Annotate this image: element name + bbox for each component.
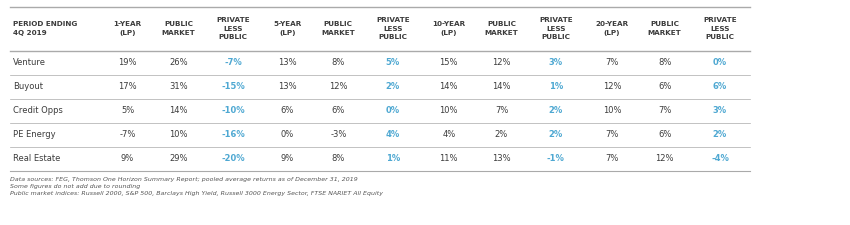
Text: Venture: Venture (13, 58, 46, 67)
Text: 0%: 0% (386, 106, 400, 115)
Text: 8%: 8% (332, 155, 345, 164)
Text: 8%: 8% (332, 58, 345, 67)
Text: 7%: 7% (605, 58, 619, 67)
Text: (LP): (LP) (604, 30, 620, 36)
Text: 2%: 2% (495, 130, 508, 140)
Text: 4Q 2019: 4Q 2019 (13, 30, 47, 36)
Text: Data sources: FEG, Thomson One Horizon Summary Report; pooled average returns as: Data sources: FEG, Thomson One Horizon S… (10, 177, 383, 196)
Text: 13%: 13% (492, 155, 511, 164)
Text: 8%: 8% (658, 58, 672, 67)
Text: 19%: 19% (118, 58, 137, 67)
Text: PUBLIC: PUBLIC (378, 34, 407, 40)
Text: 3%: 3% (549, 58, 563, 67)
Text: -16%: -16% (221, 130, 245, 140)
Text: LESS: LESS (383, 26, 402, 32)
Text: 0%: 0% (713, 58, 727, 67)
Text: 12%: 12% (655, 155, 674, 164)
Text: PUBLIC: PUBLIC (706, 34, 734, 40)
Text: LESS: LESS (224, 26, 242, 32)
Text: 9%: 9% (121, 155, 134, 164)
Text: 10-YEAR: 10-YEAR (433, 21, 465, 27)
Text: PE Energy: PE Energy (13, 130, 55, 140)
Text: 12%: 12% (603, 82, 621, 91)
Text: 2%: 2% (549, 106, 563, 115)
Text: 6%: 6% (713, 82, 727, 91)
Text: 6%: 6% (658, 82, 672, 91)
Text: 11%: 11% (439, 155, 458, 164)
Text: 0%: 0% (280, 130, 294, 140)
Text: -1%: -1% (547, 155, 565, 164)
Text: 7%: 7% (605, 155, 619, 164)
Text: -10%: -10% (221, 106, 245, 115)
Text: MARKET: MARKET (162, 30, 196, 36)
Text: 1-YEAR: 1-YEAR (113, 21, 142, 27)
Text: -20%: -20% (221, 155, 245, 164)
Text: -3%: -3% (330, 130, 347, 140)
Text: (LP): (LP) (440, 30, 457, 36)
Text: 9%: 9% (280, 155, 294, 164)
Text: -7%: -7% (224, 58, 241, 67)
Text: PRIVATE: PRIVATE (376, 17, 410, 23)
Text: LESS: LESS (547, 26, 565, 32)
Text: 4%: 4% (386, 130, 400, 140)
Text: 5%: 5% (386, 58, 400, 67)
Text: PERIOD ENDING: PERIOD ENDING (13, 21, 77, 27)
Text: 26%: 26% (169, 58, 188, 67)
Text: -7%: -7% (119, 130, 136, 140)
Text: Credit Opps: Credit Opps (13, 106, 63, 115)
Text: 10%: 10% (169, 130, 188, 140)
Text: PUBLIC: PUBLIC (541, 34, 570, 40)
Text: 17%: 17% (118, 82, 137, 91)
Text: PRIVATE: PRIVATE (216, 17, 250, 23)
Text: 15%: 15% (439, 58, 458, 67)
Text: Real Estate: Real Estate (13, 155, 60, 164)
Text: 3%: 3% (713, 106, 727, 115)
Text: PRIVATE: PRIVATE (539, 17, 573, 23)
Text: 2%: 2% (386, 82, 400, 91)
Text: 14%: 14% (492, 82, 511, 91)
Text: 7%: 7% (605, 130, 619, 140)
Text: 10%: 10% (439, 106, 458, 115)
Text: 6%: 6% (332, 106, 345, 115)
Text: 13%: 13% (278, 82, 297, 91)
Text: 20-YEAR: 20-YEAR (596, 21, 628, 27)
Text: MARKET: MARKET (648, 30, 682, 36)
Text: -15%: -15% (221, 82, 245, 91)
Text: 2%: 2% (549, 130, 563, 140)
Text: PRIVATE: PRIVATE (703, 17, 737, 23)
Text: 7%: 7% (495, 106, 508, 115)
Text: -4%: -4% (711, 155, 729, 164)
Text: PUBLIC: PUBLIC (324, 21, 353, 27)
Text: 13%: 13% (278, 58, 297, 67)
Text: 6%: 6% (658, 130, 672, 140)
Text: (LP): (LP) (119, 30, 136, 36)
Text: 4%: 4% (442, 130, 456, 140)
Text: PUBLIC: PUBLIC (487, 21, 516, 27)
Text: 1%: 1% (386, 155, 400, 164)
Text: LESS: LESS (711, 26, 729, 32)
Text: PUBLIC: PUBLIC (164, 21, 193, 27)
Text: PUBLIC: PUBLIC (650, 21, 679, 27)
Text: PUBLIC: PUBLIC (218, 34, 247, 40)
Text: Buyout: Buyout (13, 82, 42, 91)
Text: 10%: 10% (603, 106, 621, 115)
Text: 14%: 14% (169, 106, 188, 115)
Text: 1%: 1% (549, 82, 563, 91)
Text: MARKET: MARKET (484, 30, 518, 36)
Text: 29%: 29% (169, 155, 188, 164)
Text: MARKET: MARKET (321, 30, 355, 36)
Text: 31%: 31% (169, 82, 188, 91)
Text: 14%: 14% (439, 82, 458, 91)
Text: 6%: 6% (280, 106, 294, 115)
Text: (LP): (LP) (279, 30, 296, 36)
Text: 12%: 12% (492, 58, 511, 67)
Text: 7%: 7% (658, 106, 672, 115)
Text: 5%: 5% (121, 106, 134, 115)
Text: 2%: 2% (713, 130, 727, 140)
Text: 5-YEAR: 5-YEAR (273, 21, 302, 27)
Text: 12%: 12% (329, 82, 348, 91)
